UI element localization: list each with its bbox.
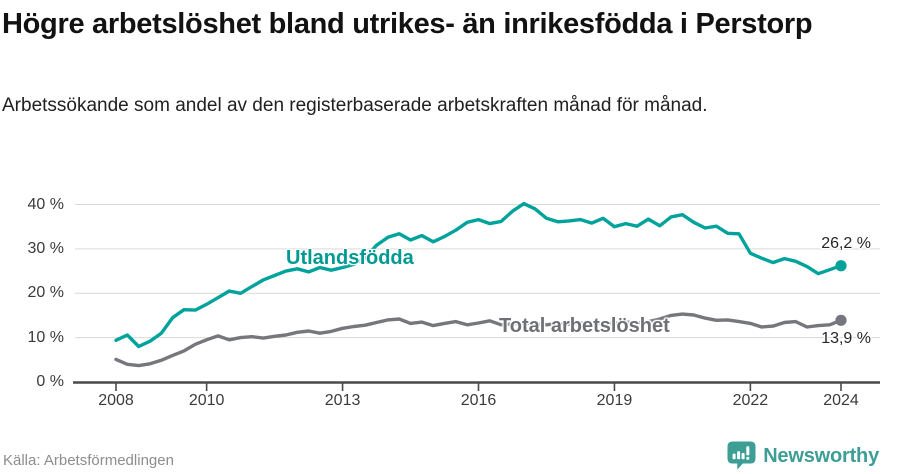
- x-tick-label: 2008: [98, 392, 134, 409]
- y-tick-label: 30 %: [27, 239, 64, 257]
- x-tick-label: 2022: [732, 392, 769, 409]
- source-note: Källa: Arbetsförmedlingen: [3, 452, 174, 469]
- data-line-0: [114, 201, 843, 349]
- series-label-total-arbetsloshet: Total arbetslöshet: [499, 315, 670, 337]
- end-dot-0: [835, 260, 847, 272]
- series-label-utlandsfodda: Utlandsfödda: [286, 247, 414, 269]
- x-tick-label: 2016: [460, 392, 497, 409]
- y-tick-label: 10 %: [27, 328, 64, 346]
- page-title: Högre arbetslöshet bland utrikes- än inr…: [2, 8, 813, 40]
- brand-logo: Newsworthy: [727, 440, 879, 472]
- x-tick-label: 2024: [823, 392, 859, 409]
- y-tick-label: 20 %: [27, 284, 64, 302]
- end-value-total: 13,9 %: [821, 330, 871, 347]
- brand-name: Newsworthy: [763, 444, 879, 467]
- newsworthy-bubble-chart-icon: [727, 441, 756, 470]
- end-dot-1: [835, 314, 847, 326]
- x-tick-label: 2010: [188, 392, 225, 409]
- data-line-1: [114, 312, 843, 368]
- x-tick-label: 2013: [324, 392, 361, 409]
- x-tick-label: 2019: [596, 392, 633, 409]
- y-tick-label: 0 %: [36, 373, 64, 390]
- page-subtitle: Arbetssökande som andel av den registerb…: [2, 95, 708, 116]
- end-value-utlandsfodda: 26,2 %: [821, 235, 871, 252]
- y-tick-label: 40 %: [27, 195, 64, 213]
